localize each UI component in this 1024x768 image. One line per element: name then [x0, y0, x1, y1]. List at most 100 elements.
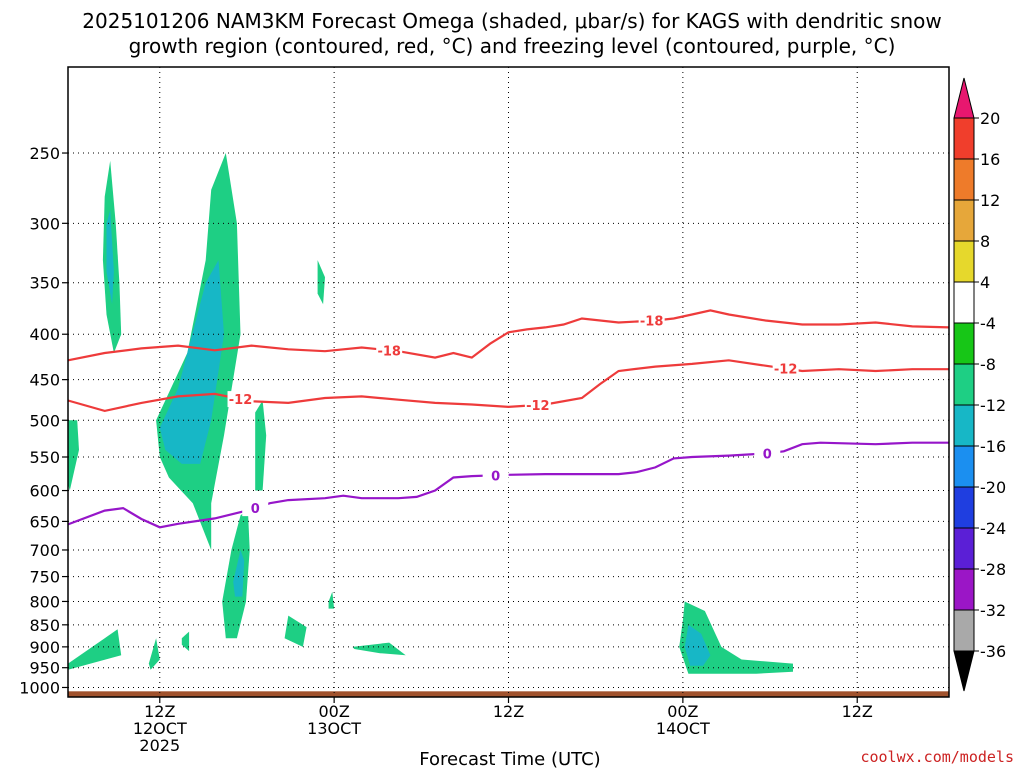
x-tick-label: 13OCT	[307, 719, 361, 738]
colorbar: 20 16 12 8 4 -4 -8 -12 -16 -20 -24 -28 -32 -36	[953, 77, 1006, 692]
y-tick-label: 1000	[19, 678, 60, 697]
y-tick-label: 750	[29, 568, 60, 587]
omega-area-8	[284, 615, 307, 647]
colorbar-swatch	[953, 322, 975, 365]
omega-area-24	[719, 324, 738, 428]
y-tick-label: 250	[29, 144, 60, 163]
contour-label-bg	[482, 467, 509, 484]
colorbar-swatch	[953, 199, 975, 242]
x-tick-label: 2025	[139, 736, 180, 755]
y-tick-label: 800	[29, 592, 60, 611]
contour-label-bg	[376, 342, 403, 359]
x-tick-label: 12Z	[842, 702, 873, 721]
colorbar-swatch	[953, 117, 975, 160]
y-tick-label: 350	[29, 274, 60, 293]
chart-title-line1: 2025101206 NAM3KM Forecast Omega (shaded…	[82, 9, 941, 33]
contour-label--12: -12	[229, 393, 253, 408]
y-tick-label: 550	[29, 448, 60, 467]
x-tick-label: 00Z	[318, 702, 349, 721]
omega-area-10	[328, 591, 335, 609]
x-tick-label: 12Z	[144, 702, 175, 721]
colorbar-label: 8	[980, 232, 990, 251]
x-axis-label: Forecast Time (UTC)	[419, 749, 600, 768]
contour-label-bg	[754, 445, 781, 462]
omega-area-13	[181, 631, 190, 652]
colorbar-swatch	[953, 404, 975, 447]
contour-label-bg	[772, 360, 799, 377]
y-tick-label: 400	[29, 325, 60, 344]
omega-shading	[68, 153, 793, 674]
colorbar-label: -20	[980, 478, 1006, 497]
omega-area-14	[352, 642, 406, 656]
contour-label-0: 0	[251, 502, 260, 517]
x-tick-label: 12OCT	[133, 719, 187, 738]
colorbar-swatch	[953, 240, 975, 283]
credit-text: coolwx.com/models	[860, 748, 1014, 766]
colorbar-label: -8	[980, 355, 996, 374]
y-tick-label: 900	[29, 638, 60, 657]
chart-title-line2: growth region (contoured, red, °C) and f…	[129, 34, 896, 58]
omega-area-5	[233, 550, 245, 597]
colorbar-label: -4	[980, 314, 996, 333]
colorbar-label: -16	[980, 437, 1006, 456]
colorbar-swatch	[953, 445, 975, 488]
colorbar-label: 12	[980, 191, 1000, 210]
contour-label--12: -12	[526, 399, 550, 414]
x-tick-label: 14OCT	[656, 719, 710, 738]
x-tick-label: 12Z	[493, 702, 524, 721]
colorbar-swatch	[953, 527, 975, 570]
y-tick-label: 850	[29, 616, 60, 635]
colorbar-swatch	[953, 609, 975, 652]
contour-labels: -18 -18 -12 -12 -12 0 0 0	[227, 312, 799, 517]
colorbar-top-arrow	[953, 77, 975, 119]
colorbar-label: -32	[980, 601, 1006, 620]
omega-area-3	[159, 260, 224, 464]
omega-area-16	[684, 624, 711, 666]
contour-label-bg	[524, 396, 551, 413]
omega-area-1	[106, 210, 114, 305]
omega-area-18	[91, 527, 105, 597]
colorbar-label: -12	[980, 396, 1006, 415]
y-axis-ticks: 250 300 350 400 450 500 550 600 650 700 750 800 850 9…	[19, 144, 68, 697]
contour-label--18: -18	[640, 315, 664, 330]
colorbar-swatch	[953, 281, 975, 324]
y-tick-label: 600	[29, 482, 60, 501]
omega-area-6	[68, 420, 79, 491]
colorbar-label: -36	[980, 642, 1006, 661]
colorbar-label: -28	[980, 560, 1006, 579]
omega-area-11	[68, 629, 122, 670]
contour-label--18: -18	[377, 344, 401, 359]
colorbar-swatch	[953, 486, 975, 529]
contour-label-0: 0	[491, 469, 500, 484]
y-tick-label: 450	[29, 371, 60, 390]
omega-area-20	[156, 544, 164, 582]
y-tick-label: 300	[29, 214, 60, 233]
y-tick-label: 700	[29, 541, 60, 560]
contour-label-0: 0	[763, 447, 772, 462]
colorbar-label: 4	[980, 273, 990, 292]
contour--18	[67, 309, 950, 362]
grid	[68, 67, 949, 697]
contour-label-bg	[638, 312, 665, 329]
y-tick-label: 500	[29, 411, 60, 430]
omega-area-12	[148, 638, 160, 670]
y-tick-label: 950	[29, 659, 60, 678]
contour-label--12: -12	[774, 363, 798, 378]
contour-label-bg	[227, 391, 254, 408]
omega-area-23	[644, 477, 652, 516]
colorbar-swatch	[953, 568, 975, 611]
colorbar-swatch	[953, 158, 975, 201]
colorbar-label: -24	[980, 519, 1006, 538]
x-tick-label: 00Z	[667, 702, 698, 721]
contour-label-bg	[242, 500, 269, 517]
omega-area-19	[124, 314, 129, 335]
ground-surface	[68, 691, 949, 697]
colorbar-swatch	[953, 363, 975, 406]
omega-area-9	[317, 260, 325, 305]
colorbar-label: 20	[980, 109, 1000, 128]
omega-area-21	[288, 515, 307, 545]
ground-layer	[68, 691, 949, 697]
omega-area-7	[255, 400, 267, 491]
